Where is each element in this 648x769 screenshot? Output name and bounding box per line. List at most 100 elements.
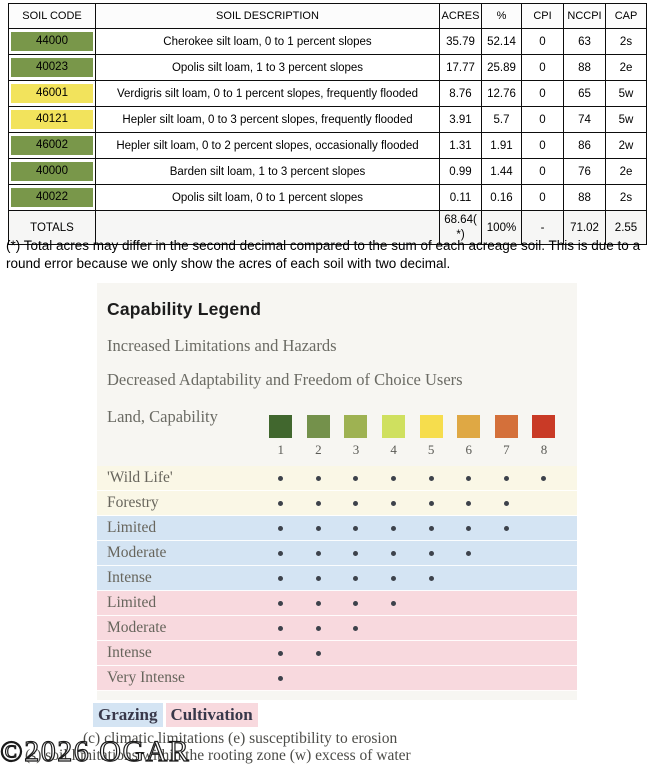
legend-row: Moderate <box>97 541 577 566</box>
legend-dot-cell <box>488 591 526 615</box>
legend-rows: 'Wild Life' Forestry Limited Moderate Intens… <box>97 466 577 691</box>
soil-code: 40000 <box>11 162 93 181</box>
scale-column <box>300 414 338 438</box>
legend-row: Intense <box>97 566 577 591</box>
soil-table-totals-row: TOTALS 68.64( *) 100% -71.02 2.55 <box>8 210 647 245</box>
legend-dot-cell <box>450 666 488 690</box>
soil-code-cell: 40022 <box>8 184 96 211</box>
legend-dot-cell <box>450 641 488 665</box>
totals-cpi-cell: - <box>521 210 564 245</box>
legend-dot-cell <box>262 466 300 490</box>
legend-dot-cell <box>412 466 450 490</box>
soil-table: SOIL CODE SOIL DESCRIPTION ACRES % CPI N… <box>8 3 647 245</box>
capability-legend-panel: Capability Legend Increased Limitations … <box>97 283 577 700</box>
legend-dot-cell <box>375 641 413 665</box>
legend-dot-cell <box>488 541 526 565</box>
legend-dot-grid <box>262 591 563 615</box>
scale-number: 6 <box>465 442 473 457</box>
totals-label-cell: TOTALS <box>8 210 96 245</box>
scale-column <box>375 414 413 438</box>
capability-dot <box>278 525 284 531</box>
legend-dot-cell <box>412 566 450 590</box>
legend-dot-cell <box>300 641 338 665</box>
soil-description-cell: Hepler silt loam, 0 to 2 percent slopes,… <box>95 132 440 159</box>
legend-dot-cell <box>525 516 563 540</box>
legend-row-label: Moderate <box>107 544 167 561</box>
legend-dot-cell <box>337 541 375 565</box>
copyright-watermark: ©2026 OGAR <box>0 734 191 768</box>
legend-dot-cell <box>375 616 413 640</box>
capability-dot <box>428 550 434 556</box>
capability-dot <box>315 550 321 556</box>
legend-dot-cell <box>488 666 526 690</box>
scale-numbers: 1 2 3 4 5 6 7 8 <box>262 441 563 459</box>
scale-number: 2 <box>315 442 322 457</box>
legend-dot-cell <box>488 566 526 590</box>
capability-dot <box>466 500 472 506</box>
col-header-acres: ACRES <box>439 3 482 29</box>
nccpi-cell: 63 <box>563 28 606 55</box>
scale-number: 7 <box>503 442 510 457</box>
capability-dot <box>315 500 321 506</box>
legend-dot-cell <box>450 616 488 640</box>
legend-dot-cell <box>337 466 375 490</box>
legend-dot-cell <box>450 541 488 565</box>
capability-dot <box>315 650 321 656</box>
legend-row-label: Forestry <box>107 494 159 511</box>
legend-dot-cell <box>337 516 375 540</box>
legend-dot-cell <box>412 516 450 540</box>
soil-code: 46002 <box>11 136 93 155</box>
percent-cell: 25.89 <box>481 54 522 81</box>
cpi-cell: 0 <box>521 54 564 81</box>
legend-dot-cell <box>337 666 375 690</box>
legend-dot-cell <box>412 541 450 565</box>
col-header-cap: CAP <box>605 3 647 29</box>
capability-dot <box>353 600 359 606</box>
legend-dot-cell <box>300 566 338 590</box>
nccpi-cell: 74 <box>563 106 606 133</box>
legend-dot-cell <box>488 616 526 640</box>
soil-table-row: 46002 Hepler silt loam, 0 to 2 percent sl… <box>8 132 647 159</box>
legend-dot-cell <box>375 666 413 690</box>
legend-dot-cell <box>262 541 300 565</box>
totals-nccpi-cell: 71.02 <box>563 210 606 245</box>
legend-dot-cell <box>262 566 300 590</box>
soil-code: 44000 <box>11 32 93 51</box>
soil-table-row: 40022 Opolis silt loam, 0 to 1 percent sl… <box>8 184 647 211</box>
capability-dot <box>503 500 509 506</box>
legend-dot-cell <box>412 616 450 640</box>
acreage-footnote: (*) Total acres may differ in the second… <box>6 238 641 271</box>
capability-dot <box>503 525 509 531</box>
scale-square <box>494 414 518 438</box>
soil-description-cell: Opolis silt loam, 1 to 3 percent slopes <box>95 54 440 81</box>
capability-dot <box>466 525 472 531</box>
tag-cultivation: Cultivation <box>165 703 258 727</box>
legend-dot-grid <box>262 616 563 640</box>
percent-cell: 1.44 <box>481 158 522 185</box>
percent-cell: 5.7 <box>481 106 522 133</box>
totals-percent-cell: 100% <box>481 210 522 245</box>
soil-description-cell: Cherokee silt loam, 0 to 1 percent slope… <box>95 28 440 55</box>
capability-dot <box>315 600 321 606</box>
scale-column <box>262 414 300 438</box>
capability-dot <box>315 575 321 581</box>
legend-row: 'Wild Life' <box>97 466 577 491</box>
legend-row: Very Intense <box>97 666 577 691</box>
legend-dot-cell <box>300 491 338 515</box>
col-header-cpi: CPI <box>521 3 564 29</box>
cap-cell: 5w <box>605 80 647 107</box>
capability-dot <box>278 675 284 681</box>
capability-dot <box>278 475 284 481</box>
soil-code-cell: 40023 <box>8 54 96 81</box>
soil-code: 46001 <box>11 84 93 103</box>
cap-cell: 2e <box>605 54 647 81</box>
legend-dot-cell <box>300 466 338 490</box>
capability-dot <box>466 475 472 481</box>
legend-dot-cell <box>337 491 375 515</box>
acres-cell: 0.11 <box>439 184 482 211</box>
totals-acres-cell: 68.64( *) <box>439 210 482 245</box>
scale-column <box>488 414 526 438</box>
footnote-soil-water: (s) soil limitations within the rooting … <box>25 747 411 764</box>
nccpi-cell: 88 <box>563 54 606 81</box>
nccpi-cell: 86 <box>563 132 606 159</box>
